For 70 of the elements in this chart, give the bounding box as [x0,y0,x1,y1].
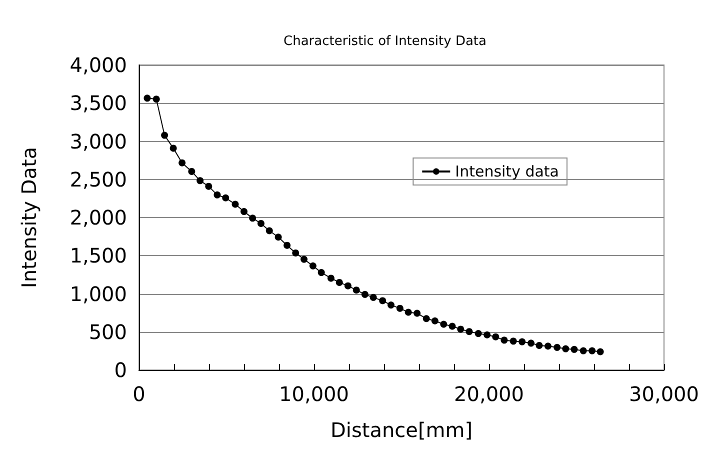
point [205,182,212,190]
point [352,286,360,294]
point [466,328,473,336]
y-tick-label: 3,500 [70,91,127,116]
point [370,294,377,301]
point [422,315,430,322]
x-tick-label: 20,000 [454,382,524,406]
y-tick-label: 500 [88,320,127,344]
y-tick-label: 1,000 [70,282,127,306]
point [300,256,308,263]
point [152,96,160,103]
point [518,338,526,346]
point [474,330,482,338]
point [178,159,186,166]
point [232,200,239,208]
point [500,336,508,344]
chart-title: Characteristic of Intensity Data [284,34,486,49]
y-tick-label: 1,500 [70,244,127,268]
point [327,274,334,282]
point [274,234,282,241]
y-tick-label: 4,000 [70,53,127,77]
point [448,322,456,330]
point [249,214,256,222]
point [379,297,386,304]
point [536,342,543,349]
point [570,346,578,353]
y-tick-label: 2,500 [70,167,127,192]
point [240,208,248,216]
point [388,302,395,309]
point [196,177,204,184]
y-tick-label: 3,000 [70,129,127,154]
point [554,344,561,351]
point [562,345,570,352]
point [492,333,500,340]
point [214,191,221,198]
y-tick-label: 0 [114,358,127,382]
x-tick-label: 30,000 [629,382,699,406]
point [170,144,177,152]
point [596,348,604,356]
point [336,278,343,286]
point [544,342,552,350]
point [457,326,464,333]
point [440,320,448,328]
point [292,249,300,256]
point [266,227,273,234]
point [484,331,491,338]
y-tick-label: 2,000 [70,206,127,230]
legend-label: Intensity data [455,162,559,180]
point [309,262,316,270]
point [144,94,151,102]
point [222,194,230,202]
x-tick-label: 10,000 [279,382,349,406]
point [414,310,421,317]
point [344,282,352,290]
point [361,290,368,298]
x-tick-label: 0 [132,382,146,406]
point [528,340,535,347]
point [510,338,517,345]
point [396,304,404,312]
point [588,347,596,354]
point [580,347,587,354]
point [404,308,412,316]
point [161,132,168,139]
y-axis-title: Intensity Data [17,146,41,288]
point [257,220,264,227]
point [188,168,196,175]
point [431,317,438,324]
point [284,242,291,249]
x-axis-title: Distance[mm] [330,418,473,442]
point [318,269,325,276]
